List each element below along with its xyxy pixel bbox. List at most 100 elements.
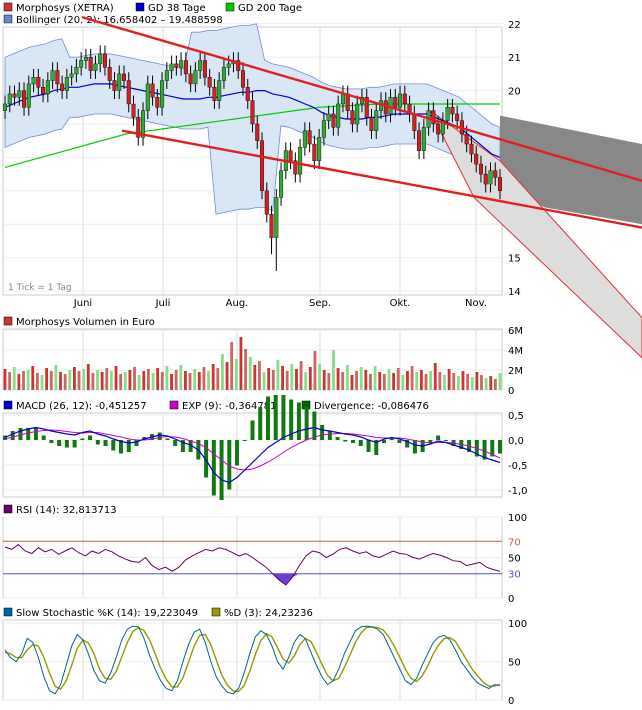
volume-bar: [364, 370, 368, 390]
divergence-bar: [180, 440, 185, 452]
volume-bar: [160, 372, 164, 390]
candle-body: [336, 103, 341, 128]
volume-bar: [110, 371, 113, 390]
legend-label-stoch-k: Slow Stochastic %K (14): 19,223049: [16, 608, 198, 619]
volume-bar: [285, 371, 289, 390]
volume-bar: [49, 371, 53, 390]
volume-bars: [3, 337, 502, 390]
divergence-bar: [490, 440, 495, 457]
legend-label-rsi: RSI (14): 32,813713: [16, 505, 117, 516]
candle-body: [22, 90, 27, 108]
volume-bar: [401, 375, 405, 390]
volume-bar: [419, 370, 423, 390]
candle-body: [269, 213, 274, 238]
stoch-d-line: [4, 626, 501, 693]
rsi-y-ticks: 0 30 50 70 100: [508, 513, 527, 605]
candle-body: [17, 90, 22, 98]
y-tick-label: 15: [508, 254, 521, 265]
x-tick-label: Okt.: [390, 298, 411, 309]
divergence-bar: [304, 407, 309, 440]
legend-swatch-price: [3, 2, 13, 12]
candle-body: [398, 93, 403, 108]
y-tick-label: 0: [508, 386, 514, 397]
legend-label-macd: MACD (26, 12): -0,451257: [16, 401, 147, 412]
volume-bar: [207, 371, 210, 390]
candle-body: [421, 127, 426, 151]
volume-bar: [40, 375, 44, 390]
divergence-bar: [405, 440, 410, 448]
candle-body: [121, 73, 126, 81]
candle-body: [226, 63, 231, 68]
y-tick-label: 22: [508, 20, 521, 31]
divergence-bar: [10, 431, 15, 440]
volume-bar: [308, 367, 312, 390]
candle-body: [26, 83, 31, 108]
y-tick-label: 0: [508, 696, 514, 707]
macd-y-ticks: -1,0 -0,5 0,0 0,5: [508, 411, 528, 497]
volume-bar: [470, 377, 474, 390]
volume-bar: [230, 342, 234, 390]
volume-bar: [216, 368, 220, 390]
volume-bar: [202, 367, 206, 390]
legend-swatch-gd200: [225, 2, 235, 12]
candle-body: [326, 113, 331, 121]
tick-note: 1 Tick = 1 Tag: [8, 283, 72, 293]
volume-bar: [244, 349, 247, 390]
y-tick-label: 30: [508, 570, 521, 581]
divergence-bar: [204, 440, 209, 478]
stoch-plot-frame: [2, 619, 503, 701]
candle-body: [240, 70, 245, 88]
y-tick-label: 70: [508, 537, 521, 548]
divergence-bar: [126, 440, 131, 452]
divergence-bar: [436, 435, 441, 440]
divergence-bar: [72, 440, 77, 448]
volume-bar: [174, 370, 178, 390]
volume-bar: [493, 379, 497, 390]
volume-bar: [239, 337, 243, 390]
volume-bar: [276, 360, 280, 390]
volume-bar: [197, 372, 201, 390]
divergence-bar: [381, 440, 386, 443]
volume-bar: [225, 362, 229, 390]
x-tick-label: Juni: [73, 298, 92, 309]
divergence-bar: [289, 399, 294, 440]
volume-bar: [184, 371, 187, 390]
divergence-bar: [250, 420, 255, 440]
candle-body: [3, 103, 7, 111]
candle-body: [374, 110, 379, 131]
rsi-line: [4, 543, 501, 586]
divergence-bar: [188, 440, 193, 452]
candle-body: [364, 97, 369, 118]
volume-bar: [271, 370, 275, 390]
legend-label-divergence: Divergence: -0,086476: [314, 401, 429, 412]
price-legend: Morphosys (XETRA) GD 38 Tage GD 200 Tage…: [3, 2, 302, 26]
volume-bar: [72, 367, 76, 390]
volume-bar: [392, 373, 395, 390]
divergence-bar: [412, 440, 417, 454]
volume-bar: [295, 369, 298, 390]
volume-bar: [86, 364, 90, 390]
divergence-bar: [358, 440, 363, 446]
volume-bar: [151, 373, 155, 390]
volume-bar: [369, 374, 372, 390]
divergence-bar: [80, 438, 85, 440]
volume-bar: [77, 371, 81, 390]
candle-body: [255, 123, 260, 141]
divergence-bar: [242, 440, 247, 441]
candle-body: [107, 67, 112, 81]
candle-body: [469, 143, 474, 155]
candle-body: [274, 197, 279, 238]
candle-body: [188, 73, 193, 85]
divergence-bar: [335, 437, 340, 440]
legend-label-volume: Morphosys Volumen in Euro: [16, 317, 155, 328]
volume-bar: [438, 372, 442, 390]
volume-bar: [221, 354, 224, 390]
divergence-bar: [443, 440, 448, 441]
candle-body: [393, 97, 398, 108]
candle-body: [317, 137, 322, 161]
candle-body: [298, 147, 303, 175]
volume-bar: [281, 366, 284, 390]
candle-body: [340, 93, 345, 105]
volume-bar: [91, 373, 95, 390]
y-tick-label: 4M: [508, 346, 523, 357]
